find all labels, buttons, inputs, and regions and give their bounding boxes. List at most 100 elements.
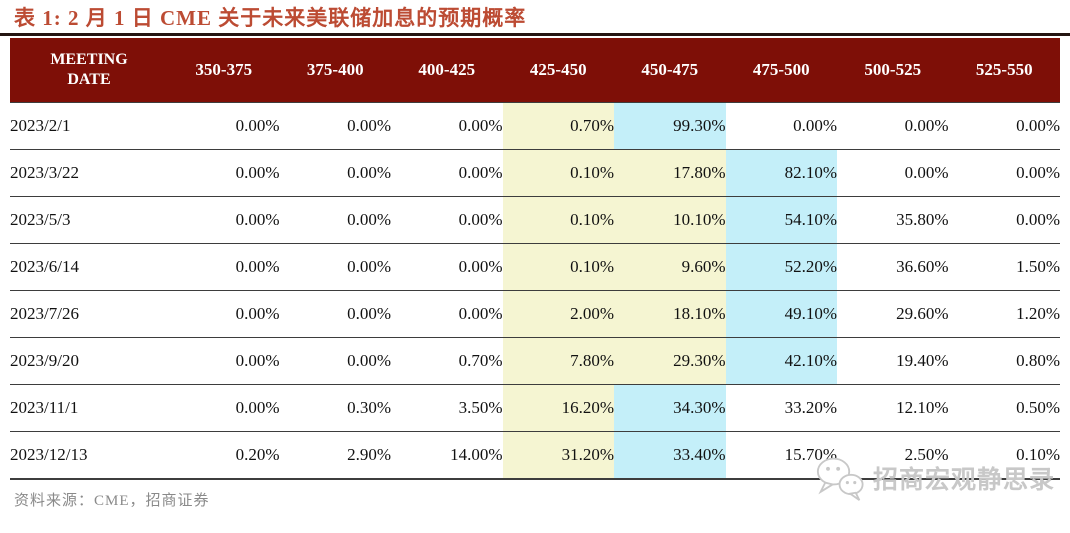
header-rate-400-425: 400-425 [391, 38, 503, 103]
table-row: 2023/7/26 0.00% 0.00% 0.00% 2.00% 18.10% 49.10… [10, 290, 1060, 338]
meeting-date-cell: 2023/3/22 [10, 149, 168, 197]
probability-cell: 9.60% [614, 243, 726, 291]
probability-cell: 34.30% [614, 384, 726, 432]
header-rate-375-400: 375-400 [279, 38, 391, 103]
header-meeting-date-label: MEETING DATE [50, 51, 128, 89]
probability-cell: 2.90% [279, 431, 391, 480]
probability-cell: 16.20% [502, 384, 614, 432]
table-header: MEETING DATE 350-375 375-400 400-425 425… [10, 38, 1060, 103]
probability-cell: 0.00% [725, 102, 837, 150]
rate-probability-table: MEETING DATE 350-375 375-400 400-425 425… [10, 38, 1060, 481]
probability-cell: 17.80% [614, 149, 726, 197]
probability-cell: 82.10% [725, 149, 837, 197]
meeting-date-cell: 2023/2/1 [10, 102, 168, 150]
meeting-date-cell: 2023/6/14 [10, 243, 168, 291]
probability-cell: 18.10% [614, 290, 726, 338]
probability-cell: 0.70% [502, 102, 614, 150]
probability-cell: 0.00% [168, 290, 280, 338]
probability-cell: 0.00% [279, 149, 391, 197]
probability-cell: 52.20% [725, 243, 837, 291]
watermark: 招商宏观静思录 [812, 454, 1055, 502]
table-row: 2023/3/22 0.00% 0.00% 0.00% 0.10% 17.80% 82.10… [10, 149, 1060, 197]
watermark-label: 招商宏观静思录 [873, 467, 1056, 494]
probability-cell: 35.80% [837, 196, 949, 244]
probability-cell: 1.20% [948, 290, 1060, 338]
meeting-date-cell: 2023/7/26 [10, 290, 168, 338]
table-row: 2023/11/1 0.00% 0.30% 3.50% 16.20% 34.30% 33.2… [10, 384, 1060, 432]
probability-cell: 0.00% [391, 102, 503, 150]
probability-cell: 0.00% [279, 196, 391, 244]
probability-cell: 0.50% [948, 384, 1060, 432]
table-title: 表 1: 2 月 1 日 CME 关于未来美联储加息的预期概率 [14, 6, 527, 30]
probability-cell: 0.00% [391, 149, 503, 197]
probability-cell: 0.00% [948, 149, 1060, 197]
probability-cell: 0.00% [948, 196, 1060, 244]
probability-cell: 1.50% [948, 243, 1060, 291]
probability-cell: 0.00% [168, 149, 280, 197]
probability-cell: 0.00% [279, 337, 391, 385]
title-block: 表 1: 2 月 1 日 CME 关于未来美联储加息的预期概率 [0, 0, 1070, 33]
probability-cell: 2.50% [837, 431, 949, 480]
probability-cell: 0.20% [168, 431, 280, 480]
header-rate-475-500: 475-500 [725, 38, 837, 103]
probability-cell: 33.40% [614, 431, 726, 480]
table-body: 2023/2/1 0.00% 0.00% 0.00% 0.70% 99.30% 0.00% 0… [10, 102, 1060, 480]
title-divider [0, 33, 1070, 37]
table-row: 2023/2/1 0.00% 0.00% 0.00% 0.70% 99.30% 0.00% 0… [10, 102, 1060, 150]
probability-cell: 0.70% [391, 337, 503, 385]
probability-cell: 42.10% [725, 337, 837, 385]
header-rate-500-525: 500-525 [837, 38, 949, 103]
probability-cell: 0.80% [948, 337, 1060, 385]
probability-cell: 0.00% [391, 290, 503, 338]
table-row: 2023/5/3 0.00% 0.00% 0.00% 0.10% 10.10% 54.10%… [10, 196, 1060, 244]
header-rate-425-450: 425-450 [502, 38, 614, 103]
wechat-icon [816, 457, 864, 501]
probability-cell: 0.10% [502, 243, 614, 291]
header-rate-350-375: 350-375 [168, 38, 280, 103]
table-row: 2023/6/14 0.00% 0.00% 0.00% 0.10% 9.60% 52.20%… [10, 243, 1060, 291]
meeting-date-cell: 2023/11/1 [10, 384, 168, 432]
table-row: 2023/12/13 0.20% 2.90% 14.00% 31.20% 33.40% 15… [10, 431, 1060, 480]
probability-cell: 0.00% [279, 243, 391, 291]
probability-cell: 0.00% [837, 149, 949, 197]
meeting-date-cell: 2023/5/3 [10, 196, 168, 244]
probability-cell: 0.00% [837, 102, 949, 150]
probability-cell: 0.00% [168, 337, 280, 385]
probability-cell: 0.00% [391, 243, 503, 291]
probability-cell: 0.00% [168, 384, 280, 432]
probability-cell: 10.10% [614, 196, 726, 244]
meeting-date-cell: 2023/9/20 [10, 337, 168, 385]
probability-cell: 0.10% [502, 149, 614, 197]
probability-cell: 3.50% [391, 384, 503, 432]
probability-cell: 0.00% [279, 290, 391, 338]
probability-cell: 33.20% [725, 384, 837, 432]
probability-cell: 7.80% [502, 337, 614, 385]
probability-cell: 36.60% [837, 243, 949, 291]
header-meeting-date: MEETING DATE [10, 38, 168, 103]
probability-cell: 49.10% [725, 290, 837, 338]
probability-cell: 0.00% [168, 196, 280, 244]
data-source-note: 资料来源：CME，招商证券 [14, 493, 210, 510]
probability-cell: 12.10% [837, 384, 949, 432]
header-rate-525-550: 525-550 [948, 38, 1060, 103]
probability-cell: 99.30% [614, 102, 726, 150]
probability-cell: 0.00% [948, 102, 1060, 150]
probability-cell: 0.00% [279, 102, 391, 150]
probability-cell: 0.10% [948, 431, 1060, 480]
probability-cell: 2.00% [502, 290, 614, 338]
probability-cell: 54.10% [725, 196, 837, 244]
table-row: 2023/9/20 0.00% 0.00% 0.70% 7.80% 29.30% 42.10… [10, 337, 1060, 385]
probability-cell: 0.10% [502, 196, 614, 244]
probability-cell: 29.60% [837, 290, 949, 338]
probability-cell: 0.00% [168, 102, 280, 150]
probability-cell: 31.20% [502, 431, 614, 480]
header-rate-450-475: 450-475 [614, 38, 726, 103]
probability-cell: 29.30% [614, 337, 726, 385]
probability-cell: 19.40% [837, 337, 949, 385]
probability-cell: 0.00% [391, 196, 503, 244]
probability-cell: 0.30% [279, 384, 391, 432]
header-row: MEETING DATE 350-375 375-400 400-425 425… [10, 38, 1060, 103]
probability-cell: 0.00% [168, 243, 280, 291]
meeting-date-cell: 2023/12/13 [10, 431, 168, 480]
